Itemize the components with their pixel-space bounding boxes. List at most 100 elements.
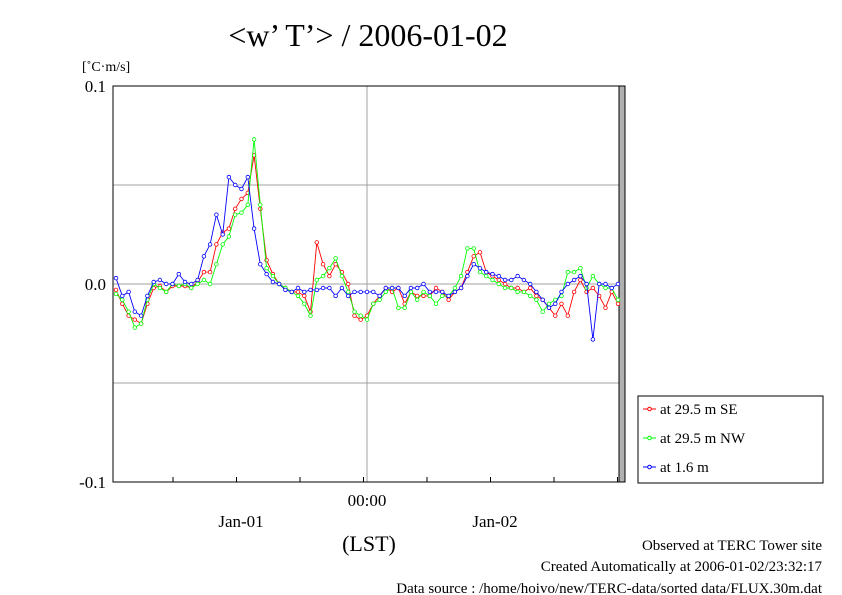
- series-2-point: [145, 293, 150, 299]
- series-1-point: [515, 289, 520, 295]
- series-0-point: [603, 305, 608, 310]
- series-2-point: [132, 309, 137, 314]
- series-2-point: [402, 293, 407, 299]
- series-2-point: [408, 285, 414, 291]
- series-0-point: [559, 301, 564, 306]
- series-0-point: [327, 273, 332, 279]
- series-2-point: [358, 289, 363, 295]
- series-2-point: [138, 313, 144, 318]
- footer-created: Created Automatically at 2006-01-02/23:3…: [541, 559, 823, 575]
- series-0-point: [590, 285, 596, 291]
- series-1-point: [590, 273, 596, 279]
- series-1-point: [490, 277, 495, 283]
- series-1-point: [207, 281, 213, 287]
- series-1-point: [465, 246, 470, 251]
- series-1-point: [239, 210, 244, 215]
- series-2-point: [509, 277, 514, 283]
- series-2-point: [458, 285, 464, 291]
- series-2-point: [396, 285, 401, 291]
- series-1-point: [308, 313, 313, 318]
- series-1-point: [440, 293, 445, 299]
- series-2-point: [484, 269, 489, 275]
- series-2-point: [195, 277, 200, 283]
- series-1-point: [220, 242, 225, 247]
- series-2-point: [270, 279, 276, 285]
- series-2-point: [245, 174, 250, 180]
- series-1-point: [232, 212, 238, 217]
- series-1-point: [521, 289, 527, 295]
- series-1-point: [578, 266, 583, 271]
- series-1-point: [264, 266, 269, 271]
- series-2-point: [214, 212, 219, 217]
- series-2-point: [615, 281, 621, 287]
- series-1-point: [528, 293, 533, 299]
- series-1-point: [452, 285, 458, 291]
- series-1-point: [157, 285, 163, 291]
- series-2-point: [371, 289, 376, 295]
- series-2-point: [327, 285, 332, 291]
- series-2-point: [226, 174, 232, 180]
- series-2-point: [346, 293, 351, 299]
- series-1-point: [214, 262, 219, 267]
- series-2-point: [433, 289, 439, 295]
- series-1-point: [364, 317, 370, 322]
- series-2-point: [201, 254, 207, 259]
- legend-entry-1: at 29.5 m NW: [643, 431, 746, 447]
- series-2-point: [113, 275, 119, 281]
- series-2-point: [189, 281, 194, 287]
- series-2-point: [339, 285, 345, 291]
- series-2-point: [126, 289, 131, 295]
- series-1-point: [402, 305, 407, 310]
- legend-swatch-marker-1: [647, 435, 652, 441]
- series-1-point: [509, 285, 514, 291]
- series-0-point: [421, 293, 426, 299]
- series-2-point: [421, 281, 426, 287]
- legend-label-0: at 29.5 m SE: [660, 402, 738, 418]
- series-2-point: [578, 273, 583, 279]
- legend-swatch-marker-0: [647, 406, 652, 412]
- legend-label-1: at 29.5 m NW: [660, 431, 746, 447]
- series-2-point: [477, 266, 483, 271]
- series-1-point: [320, 273, 326, 279]
- series-1-point: [458, 273, 464, 279]
- series-1-point: [571, 269, 577, 275]
- series-0-point: [314, 240, 319, 245]
- series-2-point: [565, 281, 570, 287]
- series-1-point: [352, 309, 357, 314]
- series-2-point: [383, 285, 388, 291]
- series-1-point: [421, 289, 426, 295]
- legend-swatch-marker-2: [647, 464, 652, 470]
- series-1-point: [540, 309, 545, 314]
- series-0-point: [528, 285, 533, 291]
- series-2-point: [120, 293, 125, 299]
- series-1-point: [433, 301, 439, 306]
- series-0-point: [534, 293, 539, 299]
- series-1-point: [295, 293, 301, 299]
- series-1-point: [195, 281, 200, 287]
- series-1-point: [615, 297, 621, 302]
- series-1-point: [226, 234, 232, 239]
- series-1-point: [245, 202, 250, 207]
- series-2-point: [515, 273, 520, 279]
- series-2-point: [239, 186, 244, 192]
- series-1-point: [358, 313, 363, 318]
- legend: at 29.5 m SE at 29.5 m NW at 1.6 m: [637, 395, 824, 484]
- series-0-point: [346, 281, 351, 287]
- series-1-point: [427, 293, 432, 299]
- series-2-point: [528, 281, 533, 287]
- series-1-point: [120, 297, 125, 302]
- series-1-point: [339, 273, 345, 279]
- series-2-point: [496, 273, 501, 279]
- series-0-point: [352, 313, 357, 318]
- series-2-point: [276, 281, 282, 287]
- series-1-point: [408, 289, 414, 295]
- series-2-point: [151, 279, 156, 285]
- series-2-point: [295, 285, 301, 291]
- series-2-point: [553, 301, 558, 306]
- series-0-point: [201, 269, 207, 275]
- series-1-point: [565, 269, 570, 275]
- series-2-point: [471, 262, 476, 267]
- series-2-point: [540, 297, 545, 302]
- series-1-point: [176, 283, 181, 289]
- series-0-point: [578, 277, 583, 283]
